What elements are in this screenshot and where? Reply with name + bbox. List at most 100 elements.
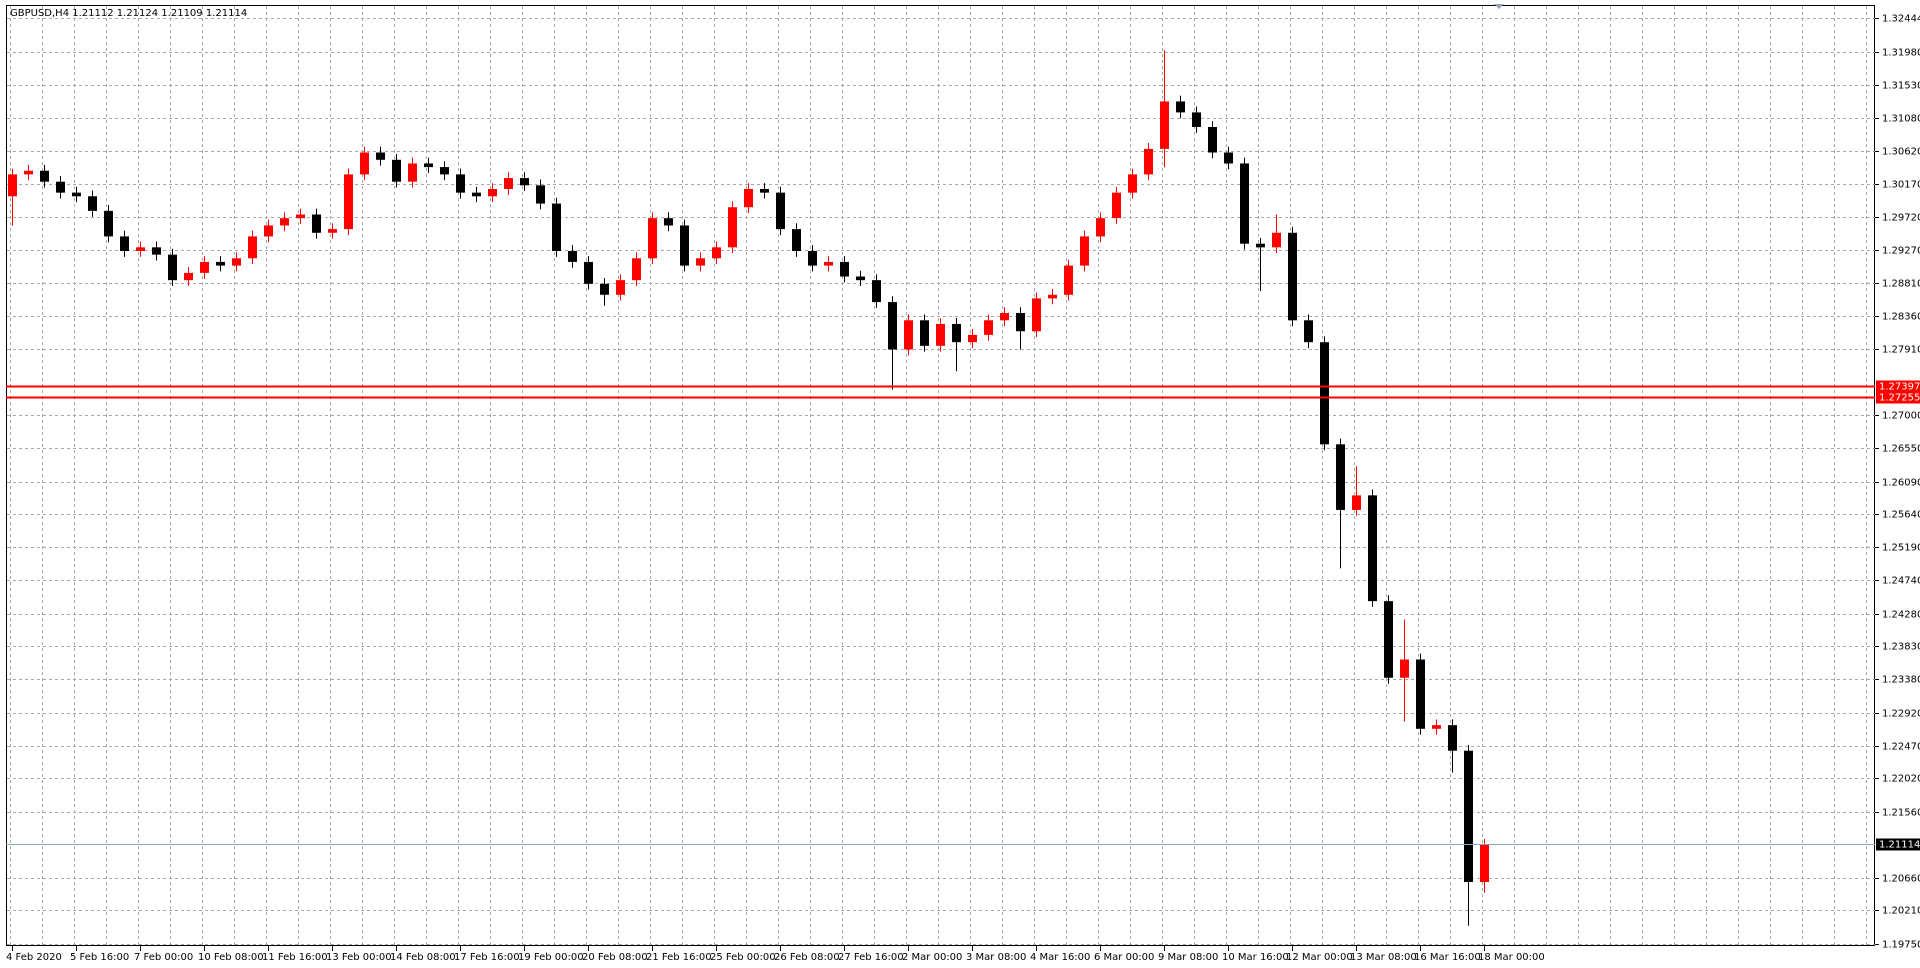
candle-body (408, 163, 417, 182)
y-tick-label: 1.20660 (1882, 874, 1920, 885)
candle-body (1048, 294, 1057, 299)
candle-body (1032, 298, 1041, 332)
last-price-label: 1.21114 (1879, 840, 1920, 851)
candle-body (328, 229, 337, 233)
candle-body (72, 192, 81, 197)
candle-body (1464, 750, 1473, 882)
candle-body (1304, 320, 1313, 343)
candle-body (1416, 659, 1425, 729)
candle-body (648, 218, 657, 259)
x-tick-label: 25 Feb 00:00 (710, 952, 776, 963)
candle-body (904, 320, 913, 350)
y-tick-label: 1.22470 (1882, 742, 1920, 753)
candle-body (792, 229, 801, 251)
y-tick-label: 1.22920 (1882, 709, 1920, 720)
candle-body (472, 192, 481, 197)
candle-body (1016, 313, 1025, 332)
candle-body (152, 247, 161, 255)
candle-body (1448, 725, 1457, 751)
candle-body (1480, 844, 1489, 882)
x-tick-label: 7 Feb 00:00 (134, 952, 193, 963)
x-tick-label: 9 Mar 08:00 (1158, 952, 1218, 963)
candle-body (888, 302, 897, 350)
y-tick-label: 1.29270 (1882, 246, 1920, 257)
x-tick-label: 6 Mar 00:00 (1094, 952, 1154, 963)
candle-body (344, 174, 353, 230)
candle-body (264, 225, 273, 237)
candle-body (1240, 163, 1249, 244)
x-tick-label: 11 Feb 16:00 (262, 952, 328, 963)
y-tick-label: 1.23830 (1882, 642, 1920, 653)
candle-body (776, 192, 785, 230)
y-tick-label: 1.29720 (1882, 213, 1920, 224)
x-tick-label: 4 Feb 2020 (6, 952, 62, 963)
x-tick-label: 10 Feb 08:00 (198, 952, 264, 963)
candle-body (552, 203, 561, 251)
candle-body (168, 254, 177, 281)
candle-body (872, 280, 881, 303)
candle-body (808, 250, 817, 266)
y-tick-label: 1.30620 (1882, 147, 1920, 158)
candle-body (40, 170, 49, 182)
shift-marker (1494, 4, 1504, 9)
candle-body (1096, 218, 1105, 237)
y-tick-label: 1.28360 (1882, 312, 1920, 323)
candle-body (360, 152, 369, 175)
candle-body (200, 261, 209, 273)
candle-body (1272, 232, 1281, 248)
candle-body (1336, 444, 1345, 510)
x-tick-label: 19 Feb 00:00 (518, 952, 584, 963)
candle-body (136, 247, 145, 251)
x-tick-label: 26 Feb 08:00 (774, 952, 840, 963)
candle-body (856, 276, 865, 281)
candle-body (312, 214, 321, 233)
candle-body (920, 320, 929, 346)
candle-body (568, 250, 577, 262)
x-tick-label: 18 Mar 00:00 (1478, 952, 1545, 963)
candle-body (760, 188, 769, 193)
candle-body (104, 210, 113, 237)
candle-body (1144, 148, 1153, 175)
candle-body (824, 261, 833, 266)
candle-body (424, 163, 433, 168)
candle-body (632, 258, 641, 281)
candle-body (520, 178, 529, 186)
candle-body (1112, 192, 1121, 219)
candle-body (952, 323, 961, 343)
candle-body (88, 196, 97, 211)
x-tick-label: 14 Feb 08:00 (390, 952, 456, 963)
candle-body (8, 174, 17, 197)
chart-title: GBPUSD,H4 1.21112 1.21124 1.21109 1.2111… (10, 8, 247, 19)
candle-body (216, 261, 225, 266)
y-tick-label: 1.26550 (1882, 444, 1920, 455)
candle-body (1432, 725, 1441, 729)
candle-body (536, 185, 545, 204)
y-tick-label: 1.31980 (1882, 48, 1920, 59)
candle-body (1400, 659, 1409, 678)
x-tick-label: 2 Mar 00:00 (902, 952, 962, 963)
candle-body (376, 152, 385, 160)
candle-body (1288, 232, 1297, 321)
candle-body (488, 188, 497, 197)
candle-body (1128, 174, 1137, 193)
candle-body (1384, 601, 1393, 678)
y-tick-label: 1.24740 (1882, 576, 1920, 587)
candle-body (1064, 265, 1073, 295)
candle-body (744, 188, 753, 208)
candle-body (936, 323, 945, 346)
y-tick-label: 1.31080 (1882, 114, 1920, 125)
x-tick-label: 13 Mar 08:00 (1350, 952, 1417, 963)
candle-body (1368, 495, 1377, 602)
candle-body (56, 181, 65, 193)
y-tick-label: 1.25640 (1882, 510, 1920, 521)
candle-body (584, 261, 593, 284)
candle-body (1320, 342, 1329, 445)
x-tick-label: 21 Feb 16:00 (646, 952, 712, 963)
candle-body (696, 258, 705, 266)
y-tick-label: 1.32444 (1882, 14, 1920, 25)
x-tick-label: 17 Feb 16:00 (454, 952, 520, 963)
candle-body (1256, 243, 1265, 248)
candle-body (456, 174, 465, 193)
candle-body (24, 170, 33, 175)
candle-body (600, 283, 609, 295)
